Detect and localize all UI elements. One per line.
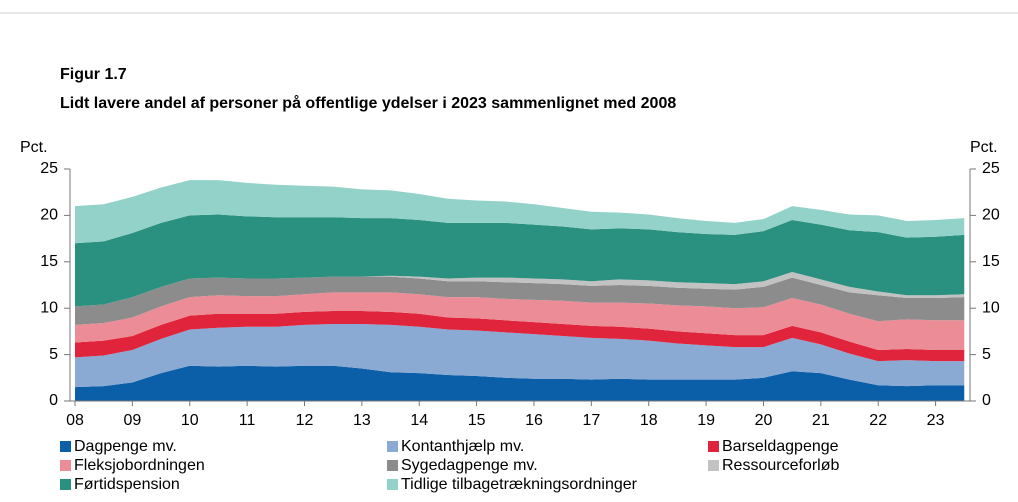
legend-swatch (60, 441, 71, 452)
area (75, 365, 965, 401)
y2-tick-label: 25 (982, 160, 1000, 177)
x-tick-label: 16 (525, 412, 543, 429)
x-tick-label: 22 (869, 412, 887, 429)
x-tick-label: 13 (353, 412, 371, 429)
chart-title: Figur 1.7 (60, 66, 127, 83)
x-tick-label: 15 (468, 412, 486, 429)
y-tick-label: 5 (49, 346, 58, 363)
area (75, 276, 965, 325)
legend-label: Tidlige tilbagetrækningsordninger (401, 476, 638, 493)
y2-tick-label: 0 (982, 392, 991, 409)
x-tick-label: 19 (697, 412, 715, 429)
y2-axis-label: Pct. (970, 139, 998, 156)
legend-label: Førtidspension (74, 476, 180, 493)
legend-label: Sygedagpenge mv. (401, 457, 538, 474)
y-axis-label: Pct. (20, 139, 48, 156)
legend-label: Barseldagpenge (722, 438, 839, 455)
legend-swatch (387, 479, 398, 490)
y-tick-label: 0 (49, 392, 58, 409)
y2-tick-label: 15 (982, 253, 1000, 270)
x-tick-label: 09 (123, 412, 141, 429)
legend-label: Kontanthjælp mv. (401, 438, 524, 455)
x-tick-label: 17 (582, 412, 600, 429)
x-tick-label: 20 (755, 412, 773, 429)
x-tick-label: 10 (181, 412, 199, 429)
y2-tick-label: 20 (982, 207, 1000, 224)
area (75, 292, 965, 350)
area (75, 310, 965, 362)
x-tick-label: 08 (66, 412, 84, 429)
area (75, 180, 965, 244)
y2-tick-label: 10 (982, 299, 1000, 316)
legend-swatch (387, 460, 398, 471)
area (75, 214, 965, 307)
y-tick-label: 10 (40, 299, 58, 316)
x-tick-label: 21 (812, 412, 830, 429)
x-tick-label: 12 (296, 412, 314, 429)
legend-label: Ressourceforløb (722, 457, 839, 474)
legend-swatch (387, 441, 398, 452)
x-tick-label: 14 (410, 412, 428, 429)
y-tick-label: 15 (40, 253, 58, 270)
chart-subtitle: Lidt lavere andel af personer på offentl… (60, 94, 676, 112)
y2-tick-label: 5 (982, 346, 991, 363)
legend-swatch (60, 460, 71, 471)
x-tick-label: 18 (640, 412, 658, 429)
y-tick-label: 20 (40, 207, 58, 224)
legend-swatch (60, 479, 71, 490)
legend-swatch (708, 460, 719, 471)
legend-swatch (708, 441, 719, 452)
y-tick-label: 25 (40, 160, 58, 177)
area (75, 323, 965, 388)
x-tick-label: 23 (927, 412, 945, 429)
x-tick-label: 11 (239, 412, 256, 429)
legend-label: Fleksjobordningen (74, 457, 205, 474)
legend-label: Dagpenge mv. (74, 438, 177, 455)
area (75, 272, 965, 307)
